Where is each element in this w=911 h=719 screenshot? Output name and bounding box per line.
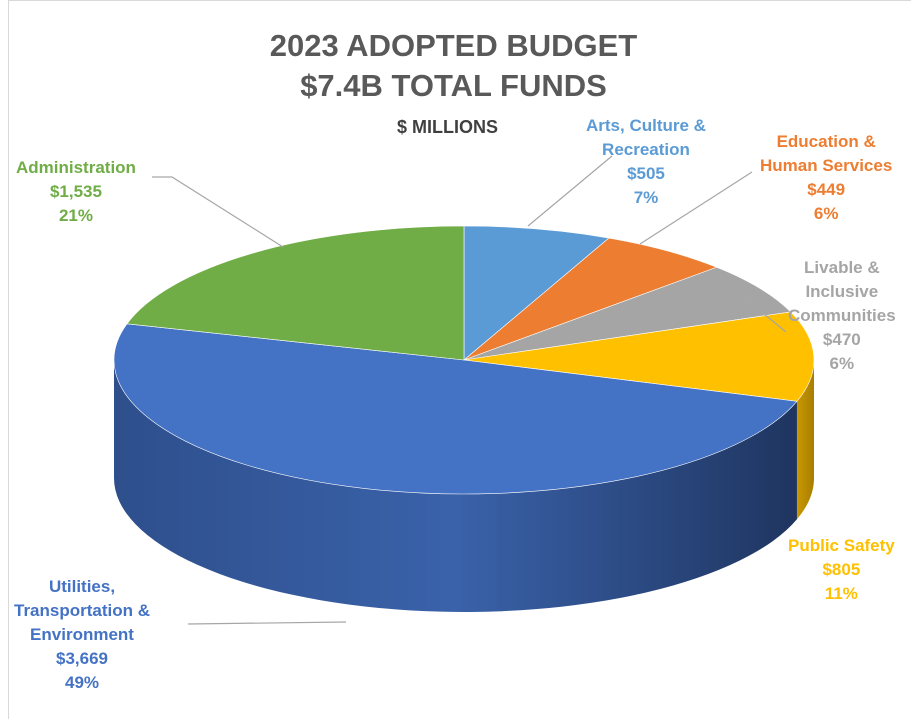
label-education-value: $449 <box>807 180 846 199</box>
leader-line-education <box>639 171 753 245</box>
leader-line-livable <box>739 293 787 333</box>
leader-line-administration <box>152 176 284 248</box>
pie-side-utilities <box>114 360 797 613</box>
label-arts-value: $505 <box>627 164 665 183</box>
pie-slice-education <box>463 237 718 361</box>
pie-slice-utilities <box>113 323 798 495</box>
label-education-pct: 6% <box>813 204 839 223</box>
leader-lines <box>152 155 787 625</box>
chart-subtitle: $7.4B TOTAL FUNDS <box>300 68 607 103</box>
label-arts-pct: 7% <box>633 188 659 207</box>
label-utilities-line3: Environment <box>30 625 134 644</box>
label-education-line1: Education & <box>776 132 876 151</box>
label-arts-line2: Recreation <box>602 140 690 159</box>
label-livable-line1: Livable & <box>804 258 880 277</box>
label-livable-line2: Inclusive <box>805 282 879 301</box>
label-administration: Administration $1,535 21% <box>16 156 136 228</box>
label-livable-line3: Communities <box>788 306 896 325</box>
label-education-line2: Human Services <box>760 156 893 175</box>
pie-side-public_safety <box>796 360 814 520</box>
label-arts: Arts, Culture & Recreation $505 7% <box>586 114 706 210</box>
label-administration-value: $1,535 <box>49 182 102 201</box>
label-education: Education & Human Services $449 6% <box>760 130 892 226</box>
label-utilities-line1: Utilities, <box>48 577 116 596</box>
leader-line-utilities <box>187 621 347 625</box>
label-utilities-line2: Transportation & <box>14 601 151 620</box>
pie-slice-livable <box>463 266 792 361</box>
label-utilities-value: $3,669 <box>56 649 108 668</box>
label-utilities: Utilities, Transportation & Environment … <box>14 575 150 695</box>
label-administration-pct: 21% <box>58 206 93 225</box>
pie-slice-public_safety <box>463 311 815 402</box>
label-public-safety-pct: 11% <box>824 584 858 603</box>
label-utilities-pct: 49% <box>64 673 100 692</box>
label-livable-value: $470 <box>822 330 861 349</box>
label-public-safety-value: $805 <box>822 560 861 579</box>
label-public-safety: Public Safety $805 11% <box>788 534 895 606</box>
pie-top <box>113 225 815 495</box>
label-livable-pct: 6% <box>829 354 855 373</box>
pie-slice-arts <box>463 225 610 361</box>
chart-frame <box>8 0 911 719</box>
leader-line-arts <box>527 155 613 227</box>
label-administration-line1: Administration <box>16 158 136 177</box>
units-label: $ MILLIONS <box>397 117 499 137</box>
chart-title: 2023 ADOPTED BUDGET <box>269 28 638 63</box>
pie-slice-administration <box>126 225 465 361</box>
label-arts-line1: Arts, Culture & <box>586 116 706 135</box>
pie-side <box>114 360 814 613</box>
label-public-safety-line1: Public Safety <box>788 536 895 555</box>
label-livable: Livable & Inclusive Communities $470 6% <box>788 256 896 376</box>
